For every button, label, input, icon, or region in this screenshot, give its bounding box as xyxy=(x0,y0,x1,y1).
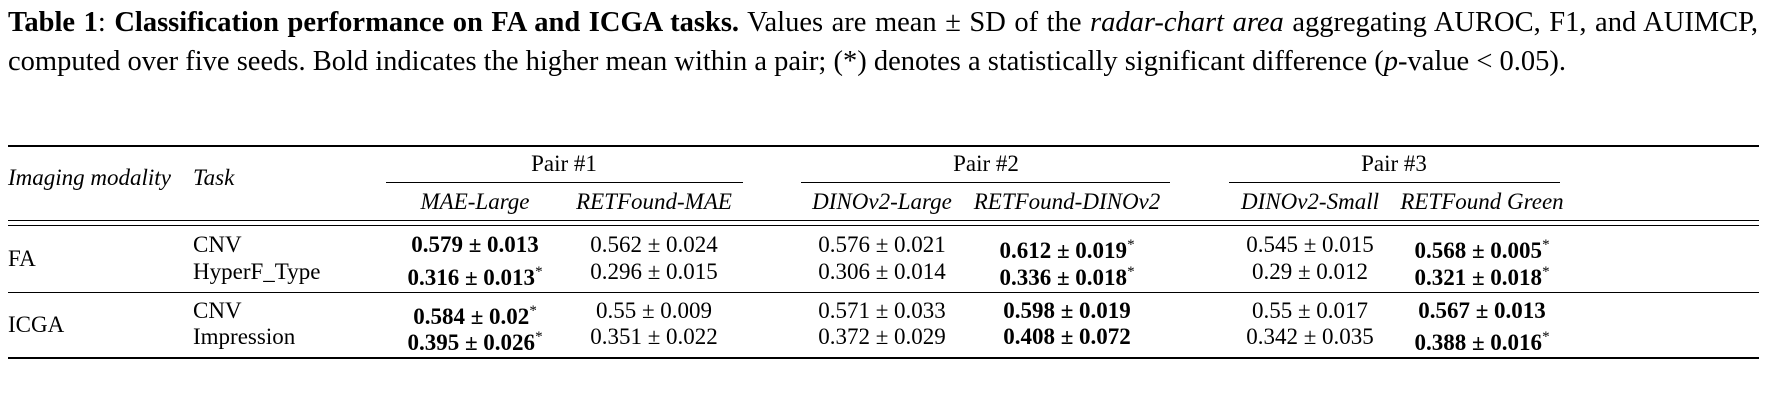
caption-title: Classification performance on FA and ICG… xyxy=(114,7,740,38)
significance-star: * xyxy=(1542,237,1550,253)
significance-star: * xyxy=(535,264,543,280)
cell-value: 0.571 ± 0.033 xyxy=(818,298,946,323)
header-pair-3: Pair #3 xyxy=(1361,151,1427,176)
table-caption: Table 1: Classification performance on F… xyxy=(8,3,1758,81)
table-cell: 0.388 ± 0.016* xyxy=(1414,323,1549,357)
pair-3-underline xyxy=(1229,182,1560,183)
task-label: HyperF_Type xyxy=(193,259,321,284)
table-cell: 0.567 ± 0.013 xyxy=(1418,297,1546,325)
caption-text-2: aggregating AUROC, F1, and AUIMCP, compu… xyxy=(8,7,1758,77)
task-label: CNV xyxy=(193,232,242,257)
header-model-retfound-mae: RETFound-MAE xyxy=(576,189,732,214)
task-label: CNV xyxy=(193,298,242,323)
header-model-dinov2-small: DINOv2-Small xyxy=(1241,189,1379,214)
cell-value: 0.395 ± 0.026 xyxy=(407,330,536,355)
table-cell: 0.408 ± 0.072 xyxy=(1003,323,1131,351)
cell-value: 0.568 ± 0.005 xyxy=(1414,238,1543,263)
bottom-rule xyxy=(8,357,1759,359)
cell-value: 0.372 ± 0.029 xyxy=(818,324,946,349)
cell-value: 0.336 ± 0.018 xyxy=(999,265,1128,290)
significance-star: * xyxy=(1542,264,1550,280)
cell-value: 0.55 ± 0.009 xyxy=(595,298,713,323)
cell-value: 0.612 ± 0.019 xyxy=(999,238,1128,263)
cell-value: 0.55 ± 0.017 xyxy=(1251,298,1369,323)
cell-value: 0.342 ± 0.035 xyxy=(1246,324,1374,349)
cell-value: 0.576 ± 0.021 xyxy=(818,232,946,257)
table-cell: 0.372 ± 0.029 xyxy=(818,323,946,351)
header-pair-1: Pair #1 xyxy=(531,151,597,176)
caption-colon: : xyxy=(97,7,115,38)
significance-star: * xyxy=(529,303,537,319)
table-cell: 0.612 ± 0.019* xyxy=(999,231,1134,265)
caption-text-3: -value < 0.05). xyxy=(1398,46,1567,77)
table-cell: 0.395 ± 0.026* xyxy=(407,323,542,357)
table-cell: 0.571 ± 0.033 xyxy=(818,297,946,325)
table-cell: 0.55 ± 0.017 xyxy=(1252,297,1368,325)
modality-label: ICGA xyxy=(8,312,65,337)
cell-value: 0.388 ± 0.016 xyxy=(1414,330,1543,355)
pair-2-underline xyxy=(801,182,1170,183)
header-model-dinov2-large: DINOv2-Large xyxy=(812,189,952,214)
table-cell: 0.545 ± 0.015 xyxy=(1246,231,1374,259)
significance-star: * xyxy=(535,329,543,345)
cell-value: 0.598 ± 0.019 xyxy=(1003,298,1131,323)
cell-value: 0.408 ± 0.072 xyxy=(1003,324,1131,349)
cell-value: 0.29 ± 0.012 xyxy=(1251,259,1369,284)
pair-1-underline xyxy=(386,182,743,183)
header-model-retfound-dinov2: RETFound-DINOv2 xyxy=(973,189,1161,214)
header-task: Task xyxy=(193,165,235,190)
header-model-retfound-green: RETFound Green xyxy=(1400,189,1564,214)
cell-value: 0.306 ± 0.014 xyxy=(818,259,946,284)
table-cell: 0.29 ± 0.012 xyxy=(1252,258,1368,286)
table-cell: 0.321 ± 0.018* xyxy=(1414,258,1549,292)
table-cell: 0.342 ± 0.035 xyxy=(1246,323,1374,351)
cell-value: 0.316 ± 0.013 xyxy=(407,265,536,290)
top-rule xyxy=(8,145,1759,147)
table-cell: 0.584 ± 0.02* xyxy=(413,297,537,331)
table-cell: 0.55 ± 0.009 xyxy=(596,297,712,325)
header-imaging-modality: Imaging modality xyxy=(8,165,171,190)
table-cell: 0.562 ± 0.024 xyxy=(590,231,718,259)
significance-star: * xyxy=(1127,264,1135,280)
task-label: Impression xyxy=(193,324,296,349)
caption-label: Table 1 xyxy=(8,7,98,38)
table-cell: 0.568 ± 0.005* xyxy=(1414,231,1549,265)
cell-value: 0.351 ± 0.022 xyxy=(590,324,718,349)
caption-p-symbol: p xyxy=(1383,46,1398,77)
significance-star: * xyxy=(1542,329,1550,345)
group-separator-rule xyxy=(8,292,1759,293)
table-cell: 0.306 ± 0.014 xyxy=(818,258,946,286)
table-cell: 0.351 ± 0.022 xyxy=(590,323,718,351)
header-pair-2: Pair #2 xyxy=(953,151,1019,176)
modality-label: FA xyxy=(8,246,36,271)
table-cell: 0.336 ± 0.018* xyxy=(999,258,1134,292)
cell-value: 0.321 ± 0.018 xyxy=(1414,265,1543,290)
cell-value: 0.296 ± 0.015 xyxy=(590,259,718,284)
caption-italic-term: radar-chart area xyxy=(1090,7,1284,38)
cell-value: 0.584 ± 0.02 xyxy=(413,304,530,329)
header-model-mae-large: MAE-Large xyxy=(420,189,530,214)
significance-star: * xyxy=(1127,237,1135,253)
table-cell: 0.598 ± 0.019 xyxy=(1003,297,1131,325)
cell-value: 0.567 ± 0.013 xyxy=(1418,298,1546,323)
header-double-rule-top xyxy=(8,220,1759,221)
cell-value: 0.562 ± 0.024 xyxy=(590,232,718,257)
cell-value: 0.545 ± 0.015 xyxy=(1246,232,1374,257)
caption-text-1: Values are mean ± SD of the xyxy=(739,7,1091,38)
table-cell: 0.579 ± 0.013 xyxy=(411,231,539,259)
table-cell: 0.296 ± 0.015 xyxy=(590,258,718,286)
table-cell: 0.576 ± 0.021 xyxy=(818,231,946,259)
cell-value: 0.579 ± 0.013 xyxy=(411,232,539,257)
table-cell: 0.316 ± 0.013* xyxy=(407,258,542,292)
header-double-rule-bottom xyxy=(8,225,1759,226)
